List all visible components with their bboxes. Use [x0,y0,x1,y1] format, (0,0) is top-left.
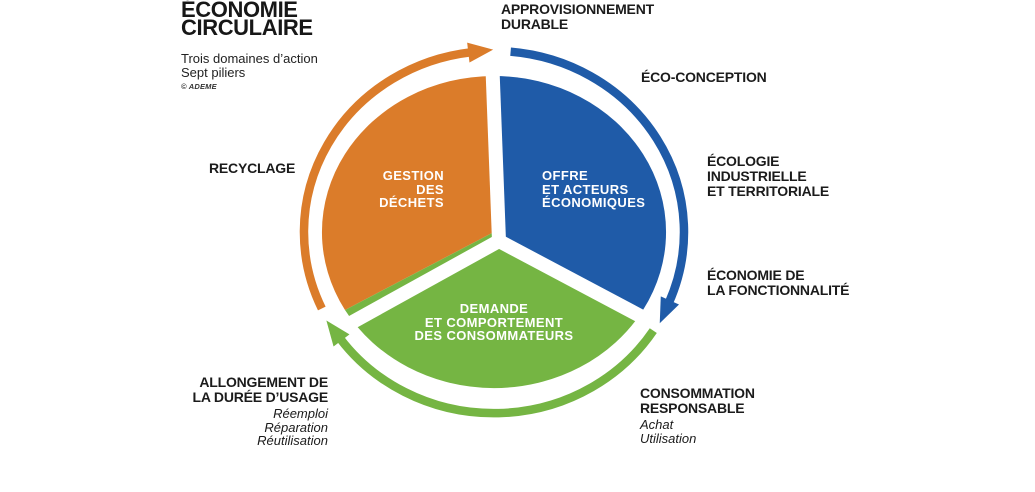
pillar-line: ÉCOLOGIE [707,153,780,169]
pillar-line: APPROVISIONNEMENT [501,1,654,17]
segment-label-line: DES [416,181,444,197]
pillar-line: RECYCLAGE [209,160,296,176]
segment-label-line: DEMANDE [459,301,529,316]
segment-label-line: ÉCONOMIQUES [542,195,646,211]
credit-ademe: © ADEME [181,82,217,91]
subtitle-line-2: Sept piliers [181,65,246,80]
segment-label-line: DÉCHETS [379,195,444,211]
pillar-line: RESPONSABLE [640,400,745,416]
pillar-industrial-ecology: ÉCOLOGIE INDUSTRIELLE ET TERRITORIALE [707,154,829,199]
subtitle: Trois domaines d’action Sept piliers [181,52,318,80]
pillar-subline: Réparation [264,419,328,435]
pillar-line: ALLONGEMENT DE [199,374,328,390]
pillar-line: ÉCO-CONCEPTION [641,69,767,85]
pillar-recycling: RECYCLAGE [209,161,295,176]
pillar-eco-design: ÉCO-CONCEPTION [641,70,767,85]
pillar-line: ET TERRITORIALE [707,183,829,199]
header: ÉCONOMIE CIRCULAIRE Trois domaines d’act… [181,0,318,91]
pillar-extended-use: ALLONGEMENT DE LA DURÉE D’USAGE Réemploi… [192,375,328,448]
title-line-1: ÉCONOMIE [181,0,298,22]
subtitle-line-1: Trois domaines d’action [181,51,318,66]
divider-lower-right [495,234,665,334]
segment-label-line: ET ACTEURS [542,181,629,197]
segment-label-line: OFFRE [542,168,589,183]
pillar-sustainable-supply: APPROVISIONNEMENT DURABLE [501,2,654,32]
pillar-line: LA DURÉE D’USAGE [192,389,328,405]
segment-waste-management [321,76,494,310]
orange-cycle-arrow [299,42,494,311]
segment-label-consumer-demand: DEMANDE ET COMPORTEMENT DES CONSOMMATEUR… [344,302,644,343]
pillar-line: DURABLE [501,16,569,32]
segment-label-line: DES CONSOMMATEURS [414,328,574,344]
pillar-line: INDUSTRIELLE [707,168,807,184]
segment-label-line: ET COMPORTEMENT [424,314,564,330]
pillar-subline: Achat [640,417,674,432]
segment-label-economic-actors: OFFRE ET ACTEURS ÉCONOMIQUES [542,169,645,210]
green-cycle-arrow [326,320,657,418]
divider-lower-left [336,234,503,336]
segment-label-waste-management: GESTION DES DÉCHETS [379,169,444,210]
pillar-line: LA FONCTIONNALITÉ [707,282,850,298]
title-line-2: CIRCULAIRE [181,15,313,40]
pillar-subline: Réutilisation [257,433,328,448]
pillar-subline: Utilisation [640,430,697,446]
pillar-responsible-consumption: CONSOMMATION RESPONSABLE Achat Utilisati… [640,386,755,445]
segment-economic-actors [494,75,667,310]
pillar-line: ÉCONOMIE DE [707,267,805,283]
segment-label-line: GESTION [382,168,444,183]
divider-top [485,55,506,242]
pillar-functional-economy: ÉCONOMIE DE LA FONCTIONNALITÉ [707,268,849,298]
blue-cycle-arrow [510,47,689,324]
page-title: ÉCONOMIE CIRCULAIRE [181,0,318,40]
pillar-line: CONSOMMATION [640,385,755,401]
pillar-subline: Réemploi [273,406,328,421]
